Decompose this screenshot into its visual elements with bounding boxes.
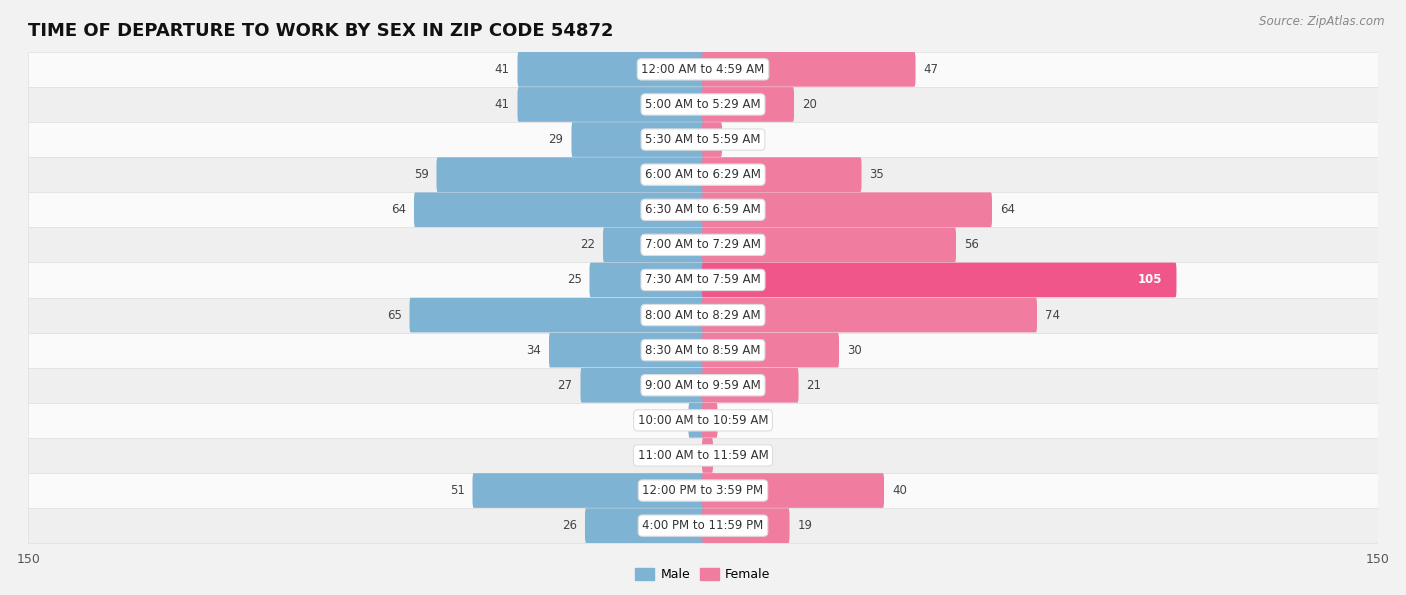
Text: 4: 4 — [730, 133, 738, 146]
FancyBboxPatch shape — [702, 438, 713, 473]
Text: 19: 19 — [797, 519, 813, 532]
FancyBboxPatch shape — [702, 227, 956, 262]
Text: 65: 65 — [387, 309, 402, 321]
Text: 3: 3 — [725, 414, 733, 427]
Text: 12:00 AM to 4:59 AM: 12:00 AM to 4:59 AM — [641, 63, 765, 76]
Text: 7:30 AM to 7:59 AM: 7:30 AM to 7:59 AM — [645, 274, 761, 286]
FancyBboxPatch shape — [28, 157, 1378, 192]
Text: 12:00 PM to 3:59 PM: 12:00 PM to 3:59 PM — [643, 484, 763, 497]
FancyBboxPatch shape — [28, 192, 1378, 227]
Text: 20: 20 — [801, 98, 817, 111]
Text: 64: 64 — [391, 203, 406, 216]
Text: TIME OF DEPARTURE TO WORK BY SEX IN ZIP CODE 54872: TIME OF DEPARTURE TO WORK BY SEX IN ZIP … — [28, 23, 613, 40]
Text: 8:30 AM to 8:59 AM: 8:30 AM to 8:59 AM — [645, 344, 761, 356]
Text: 6:00 AM to 6:29 AM: 6:00 AM to 6:29 AM — [645, 168, 761, 181]
FancyBboxPatch shape — [581, 368, 704, 403]
Text: 7:00 AM to 7:29 AM: 7:00 AM to 7:29 AM — [645, 239, 761, 251]
FancyBboxPatch shape — [28, 227, 1378, 262]
Text: 5:30 AM to 5:59 AM: 5:30 AM to 5:59 AM — [645, 133, 761, 146]
FancyBboxPatch shape — [28, 333, 1378, 368]
Text: 29: 29 — [548, 133, 564, 146]
FancyBboxPatch shape — [28, 87, 1378, 122]
Text: 26: 26 — [562, 519, 576, 532]
FancyBboxPatch shape — [702, 473, 884, 508]
FancyBboxPatch shape — [702, 298, 1038, 333]
FancyBboxPatch shape — [28, 52, 1378, 87]
Text: 11:00 AM to 11:59 AM: 11:00 AM to 11:59 AM — [638, 449, 768, 462]
Text: 40: 40 — [891, 484, 907, 497]
Text: 41: 41 — [495, 98, 509, 111]
Text: 21: 21 — [807, 379, 821, 392]
Text: 59: 59 — [413, 168, 429, 181]
Text: 27: 27 — [558, 379, 572, 392]
FancyBboxPatch shape — [689, 403, 704, 438]
FancyBboxPatch shape — [603, 227, 704, 262]
Text: 5:00 AM to 5:29 AM: 5:00 AM to 5:29 AM — [645, 98, 761, 111]
Text: 8:00 AM to 8:29 AM: 8:00 AM to 8:29 AM — [645, 309, 761, 321]
FancyBboxPatch shape — [517, 52, 704, 87]
FancyBboxPatch shape — [702, 262, 1177, 298]
Legend: Male, Female: Male, Female — [630, 562, 776, 586]
FancyBboxPatch shape — [517, 87, 704, 122]
FancyBboxPatch shape — [702, 122, 723, 157]
FancyBboxPatch shape — [28, 438, 1378, 473]
FancyBboxPatch shape — [28, 473, 1378, 508]
Text: 22: 22 — [581, 239, 595, 251]
FancyBboxPatch shape — [472, 473, 704, 508]
FancyBboxPatch shape — [28, 298, 1378, 333]
FancyBboxPatch shape — [702, 52, 915, 87]
FancyBboxPatch shape — [702, 508, 790, 543]
Text: 64: 64 — [1000, 203, 1015, 216]
FancyBboxPatch shape — [409, 298, 704, 333]
Text: 3: 3 — [673, 414, 681, 427]
Text: 74: 74 — [1045, 309, 1060, 321]
Text: 34: 34 — [526, 344, 541, 356]
Text: 9:00 AM to 9:59 AM: 9:00 AM to 9:59 AM — [645, 379, 761, 392]
FancyBboxPatch shape — [28, 403, 1378, 438]
Text: 10:00 AM to 10:59 AM: 10:00 AM to 10:59 AM — [638, 414, 768, 427]
FancyBboxPatch shape — [585, 508, 704, 543]
Text: 47: 47 — [924, 63, 938, 76]
Text: 51: 51 — [450, 484, 464, 497]
Text: 30: 30 — [846, 344, 862, 356]
Text: 6:30 AM to 6:59 AM: 6:30 AM to 6:59 AM — [645, 203, 761, 216]
FancyBboxPatch shape — [28, 368, 1378, 403]
FancyBboxPatch shape — [436, 157, 704, 192]
FancyBboxPatch shape — [413, 192, 704, 227]
FancyBboxPatch shape — [28, 508, 1378, 543]
Text: Source: ZipAtlas.com: Source: ZipAtlas.com — [1260, 15, 1385, 28]
FancyBboxPatch shape — [571, 122, 704, 157]
FancyBboxPatch shape — [702, 87, 794, 122]
FancyBboxPatch shape — [28, 262, 1378, 298]
FancyBboxPatch shape — [702, 192, 993, 227]
Text: 0: 0 — [686, 449, 695, 462]
FancyBboxPatch shape — [548, 333, 704, 368]
Text: 25: 25 — [567, 274, 582, 286]
FancyBboxPatch shape — [702, 157, 862, 192]
FancyBboxPatch shape — [28, 122, 1378, 157]
FancyBboxPatch shape — [702, 368, 799, 403]
Text: 35: 35 — [869, 168, 884, 181]
FancyBboxPatch shape — [702, 403, 717, 438]
Text: 105: 105 — [1137, 274, 1161, 286]
FancyBboxPatch shape — [702, 333, 839, 368]
FancyBboxPatch shape — [589, 262, 704, 298]
Text: 2: 2 — [721, 449, 728, 462]
Text: 41: 41 — [495, 63, 509, 76]
Text: 56: 56 — [965, 239, 979, 251]
Text: 4:00 PM to 11:59 PM: 4:00 PM to 11:59 PM — [643, 519, 763, 532]
